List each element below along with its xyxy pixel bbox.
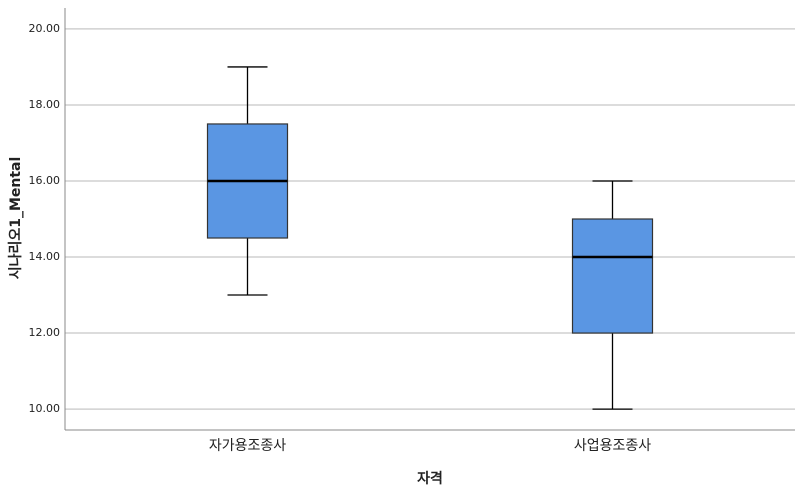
- x-tick-label: 자가용조종사: [209, 438, 286, 454]
- box: [571, 218, 654, 334]
- y-tick-label: 10.00: [29, 402, 61, 415]
- y-tick-label: 12.00: [29, 326, 61, 339]
- y-tick-label: 18.00: [29, 98, 61, 111]
- y-tick-label: 20.00: [29, 22, 61, 35]
- y-tick-label: 14.00: [29, 250, 61, 263]
- x-tick-label: 사업용조종사: [574, 438, 651, 454]
- y-axis-label: 시나리오1_Mental: [8, 157, 24, 280]
- y-tick-label: 16.00: [29, 174, 61, 187]
- x-axis-label: 자격: [417, 470, 443, 487]
